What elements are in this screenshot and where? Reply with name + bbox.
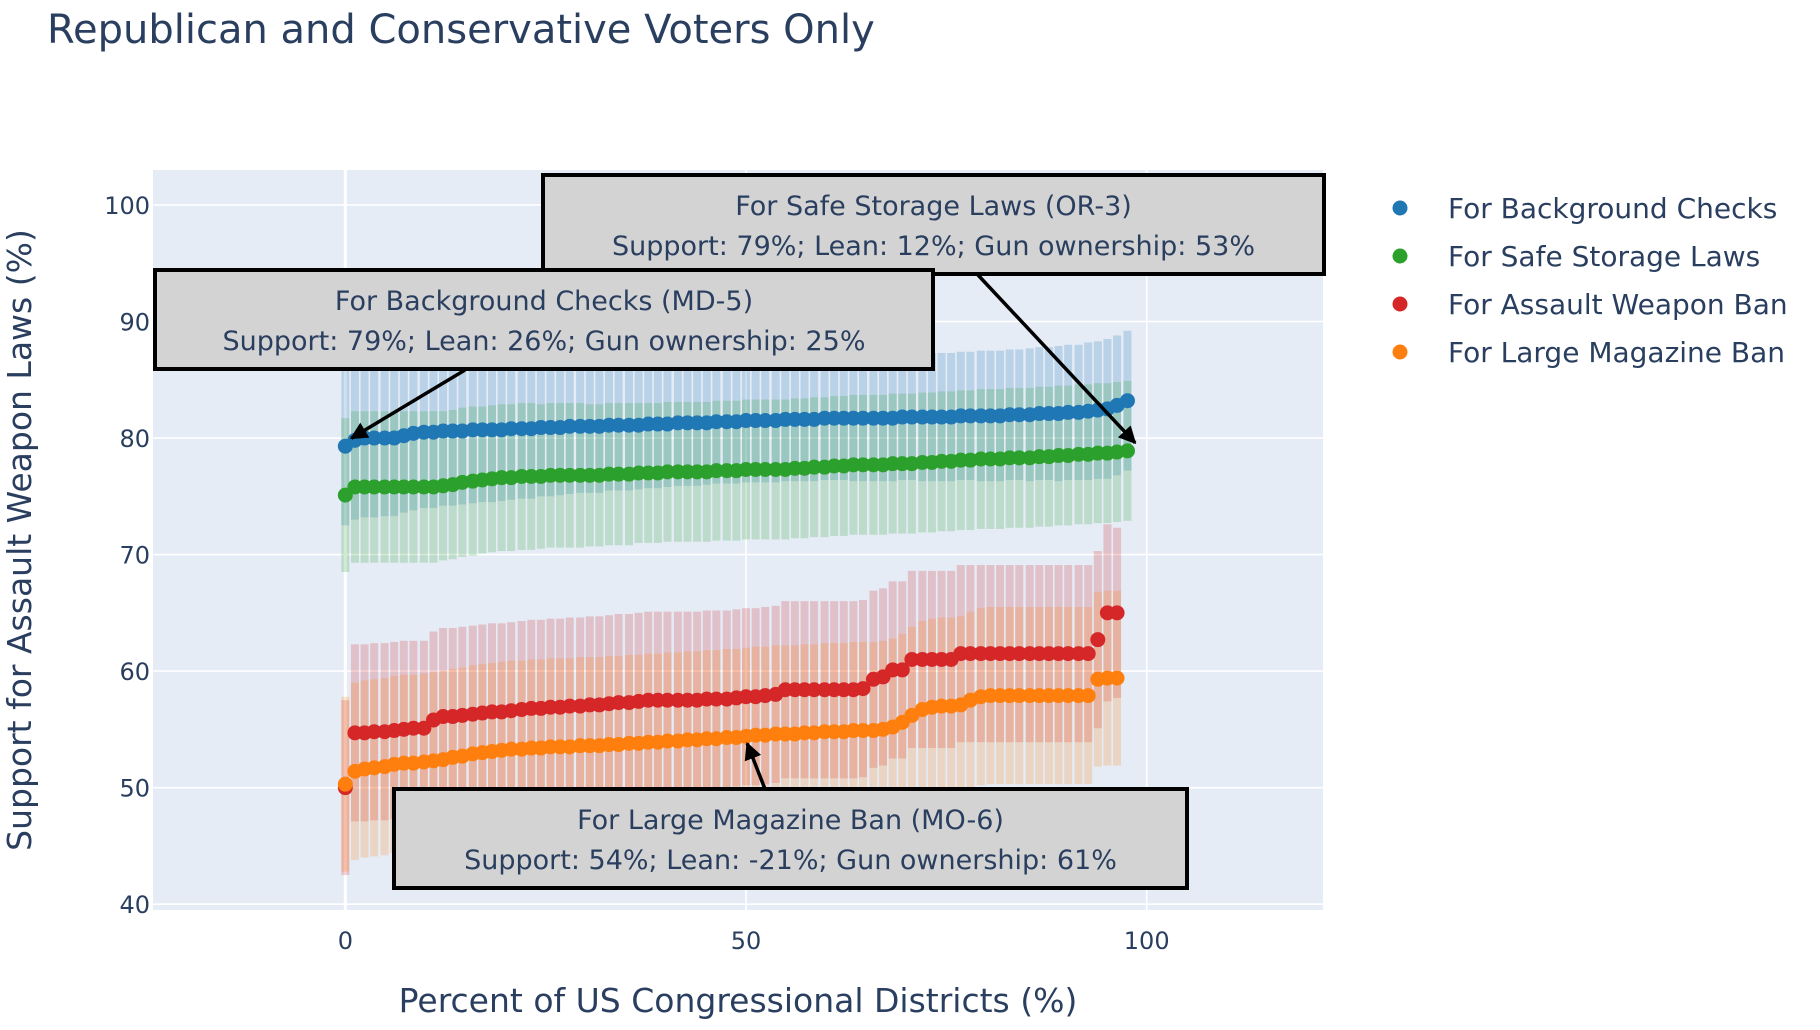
chart-title: Republican and Conservative Voters Only — [47, 7, 875, 53]
x-axis-title: Percent of US Congressional Districts (%… — [399, 981, 1078, 1020]
data-point[interactable] — [611, 466, 627, 482]
legend-label: For Large Magazine Ban — [1448, 336, 1785, 369]
data-point[interactable] — [1011, 646, 1027, 662]
annotation-box — [541, 173, 1326, 276]
data-point[interactable] — [962, 408, 978, 424]
data-point[interactable] — [366, 479, 382, 495]
x-tick-label: 100 — [1124, 927, 1170, 955]
legend-marker — [1392, 296, 1408, 312]
annotation-arrow — [349, 368, 466, 440]
annotation-arrow — [976, 273, 1137, 445]
data-point[interactable] — [562, 418, 578, 434]
data-point[interactable] — [1060, 646, 1076, 662]
annotation-details: Support: 79%; Lean: 26%; Gun ownership: … — [223, 326, 866, 357]
data-point[interactable] — [1080, 646, 1096, 662]
data-point[interactable] — [366, 430, 382, 446]
y-tick-label: 90 — [119, 308, 150, 336]
data-point[interactable] — [1109, 670, 1125, 686]
data-point[interactable] — [708, 414, 724, 430]
data-point[interactable] — [855, 723, 871, 739]
legend-item[interactable]: For Background Checks — [1392, 192, 1778, 225]
legend-label: For Assault Weapon Ban — [1448, 288, 1788, 321]
y-tick-label: 80 — [119, 425, 150, 453]
annotation-background: For Background Checks (MD-5) Support: 79%… — [153, 268, 935, 440]
data-point[interactable] — [659, 733, 675, 749]
legend-marker — [1392, 344, 1408, 360]
data-point[interactable] — [757, 413, 773, 429]
data-point[interactable] — [1090, 632, 1106, 648]
data-point[interactable] — [337, 776, 353, 792]
legend-marker — [1392, 248, 1408, 264]
data-point[interactable] — [503, 421, 519, 437]
legend-label: For Background Checks — [1448, 192, 1777, 225]
data-point[interactable] — [904, 651, 920, 667]
data-point[interactable] — [904, 409, 920, 425]
data-point[interactable] — [708, 463, 724, 479]
y-tick-label: 60 — [119, 658, 150, 686]
data-point[interactable] — [1011, 407, 1027, 423]
data-point[interactable] — [1011, 450, 1027, 466]
x-tick-label: 50 — [731, 927, 762, 955]
data-point[interactable] — [855, 457, 871, 473]
data-point[interactable] — [659, 692, 675, 708]
y-axis-title: Support for Assault Weapon Laws (%) — [0, 229, 39, 851]
annotation-heading: For Safe Storage Laws (OR-3) — [735, 191, 1132, 222]
legend-item[interactable]: For Large Magazine Ban — [1392, 336, 1786, 369]
data-markers — [337, 393, 1135, 796]
annotation-large-magazine: For Large Magazine Ban (MO-6) Support: 54… — [392, 741, 1189, 890]
annotation-heading: For Large Magazine Ban (MO-6) — [577, 805, 1004, 836]
annotation-box — [153, 268, 935, 371]
data-point[interactable] — [1011, 688, 1027, 704]
legend-label: For Safe Storage Laws — [1448, 240, 1760, 273]
data-point[interactable] — [562, 467, 578, 483]
data-point[interactable] — [611, 695, 627, 711]
data-point[interactable] — [1080, 688, 1096, 704]
axis-ticks: 40 50 60 70 80 90 100 0 50 100 — [104, 192, 1169, 955]
data-point[interactable] — [405, 479, 421, 495]
data-point[interactable] — [855, 681, 871, 697]
legend-item[interactable]: For Assault Weapon Ban — [1392, 288, 1788, 321]
data-point[interactable] — [659, 464, 675, 480]
data-point[interactable] — [708, 691, 724, 707]
data-point[interactable] — [894, 662, 910, 678]
annotation-heading: For Background Checks (MD-5) — [335, 286, 753, 317]
annotation-details: Support: 79%; Lean: 12%; Gun ownership: … — [612, 231, 1255, 262]
data-point[interactable] — [1119, 443, 1135, 459]
y-tick-label: 100 — [104, 192, 150, 220]
data-point[interactable] — [806, 459, 822, 475]
data-point[interactable] — [855, 410, 871, 426]
data-point[interactable] — [503, 741, 519, 757]
data-point[interactable] — [405, 720, 421, 736]
data-point[interactable] — [562, 698, 578, 714]
data-point[interactable] — [806, 682, 822, 698]
data-point[interactable] — [1060, 688, 1076, 704]
data-point[interactable] — [757, 461, 773, 477]
data-point[interactable] — [366, 724, 382, 740]
annotation-safe-storage: For Safe Storage Laws (OR-3) Support: 79%… — [541, 173, 1326, 445]
data-point[interactable] — [962, 646, 978, 662]
annotation-details: Support: 54%; Lean: -21%; Gun ownership:… — [464, 845, 1117, 876]
annotation-box — [392, 787, 1189, 890]
y-tick-label: 50 — [119, 775, 150, 803]
data-point[interactable] — [1119, 393, 1135, 409]
x-tick-label: 0 — [338, 927, 353, 955]
legend-marker — [1392, 200, 1408, 216]
y-tick-label: 70 — [119, 542, 150, 570]
y-tick-label: 40 — [119, 891, 150, 919]
annotation-arrow — [744, 741, 767, 790]
data-point[interactable] — [1060, 404, 1076, 420]
legend-item[interactable]: For Safe Storage Laws — [1392, 240, 1761, 273]
annotations: For Safe Storage Laws (OR-3) Support: 79%… — [153, 173, 1326, 890]
data-point[interactable] — [1109, 605, 1125, 621]
data-point[interactable] — [611, 417, 627, 433]
legend: For Background Checks For Safe Storage La… — [1392, 192, 1788, 369]
